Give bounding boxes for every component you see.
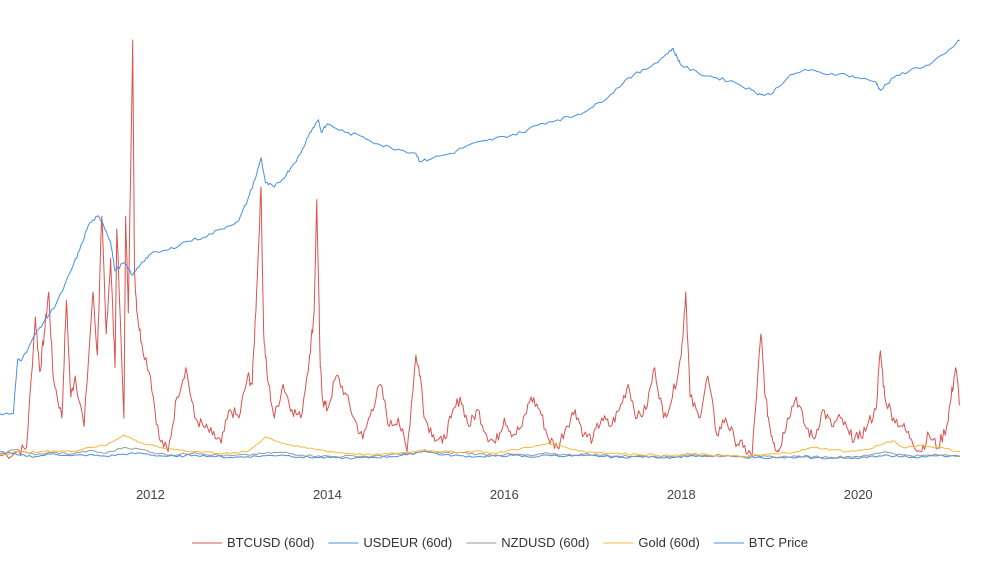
x-tick-label: 2016: [490, 487, 519, 502]
legend-label: Gold (60d): [638, 535, 699, 550]
series-lines: [0, 39, 961, 460]
legend-item-btc-price[interactable]: BTC Price: [713, 535, 808, 550]
legend[interactable]: BTCUSD (60d) USDEUR (60d) NZDUSD (60d) Gold…: [192, 535, 808, 550]
legend-label: NZDUSD (60d): [501, 535, 589, 550]
series-line-btcusd-60d: [0, 39, 961, 459]
series-line-gold-60d: [0, 434, 961, 458]
legend-label: USDEUR (60d): [363, 535, 452, 550]
legend-item-btcusd-60d[interactable]: BTCUSD (60d): [192, 535, 314, 550]
legend-item-usdeur-60d[interactable]: USDEUR (60d): [328, 535, 452, 550]
series-line-usdeur-60d: [0, 450, 961, 460]
legend-label: BTC Price: [749, 535, 808, 550]
legend-label: BTCUSD (60d): [227, 535, 314, 550]
legend-item-gold-60d[interactable]: Gold (60d): [603, 535, 700, 550]
series-line-nzdusd-60d: [0, 446, 961, 459]
x-tick-label: 2020: [844, 487, 873, 502]
x-tick-label: 2014: [313, 487, 342, 502]
x-tick-label: 2018: [667, 487, 696, 502]
legend-item-nzdusd-60d[interactable]: NZDUSD (60d): [466, 535, 589, 550]
series-line-btc-price: [0, 39, 961, 416]
x-tick-label: 2012: [136, 487, 165, 502]
x-axis: 2012 2014 2016 2018 2020: [136, 487, 873, 502]
